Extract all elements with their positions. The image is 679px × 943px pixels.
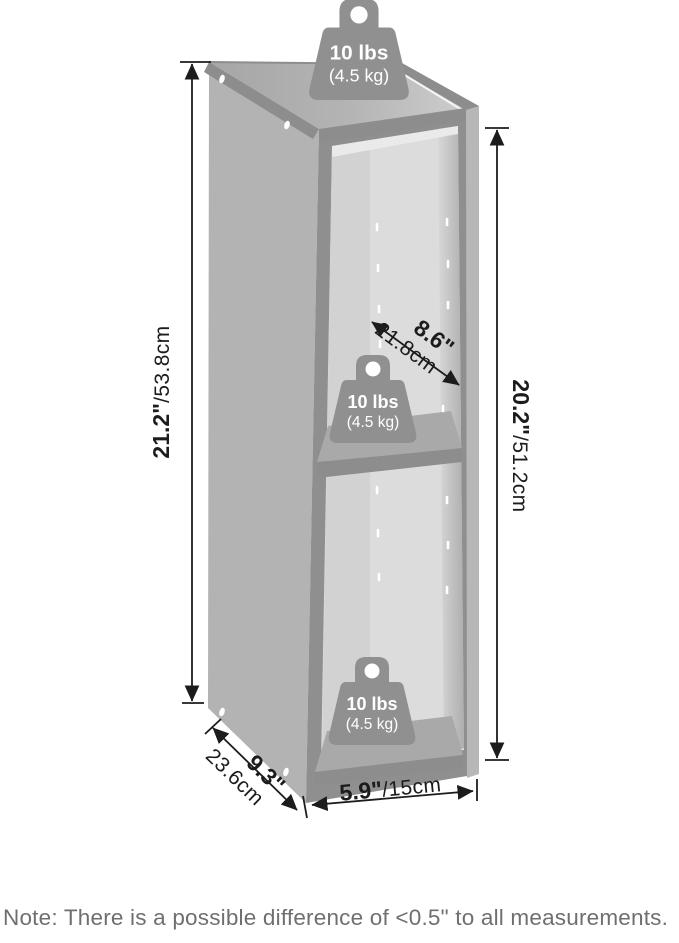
right-outer-edge <box>466 106 479 778</box>
middle-shelf-front-edge <box>317 448 462 478</box>
weight-hole <box>364 663 380 679</box>
overall-height-label: 21.2"/53.8cm <box>148 325 174 458</box>
weight-capacity-lbs: 10 lbs <box>330 42 389 65</box>
weight-capacity-kg: (4.5 kg) <box>329 66 389 86</box>
right-top-edge <box>396 63 479 112</box>
overall-width-arrow <box>311 784 474 812</box>
interior-top-strip <box>332 126 458 157</box>
weight-badge-bottom: 10 lbs (4.5 kg) <box>328 657 416 745</box>
weight-badge-top: 10 lbs (4.5 kg) <box>309 0 409 100</box>
weight-hole <box>350 6 368 24</box>
left-top-edge <box>204 62 319 139</box>
weight-capacity-kg: (4.5 kg) <box>347 414 400 431</box>
tick <box>204 718 222 735</box>
dimension-lines <box>180 61 509 819</box>
interior-height-label: 20.2"/51.2cm <box>508 379 534 512</box>
weight-capacity-kg: (4.5 kg) <box>346 716 399 733</box>
overall-width-label: 5.9"/15cm <box>338 770 442 806</box>
weight-capacity-lbs: 10 lbs <box>346 694 397 714</box>
left-side-panel <box>208 62 319 803</box>
interior-depth-arrow <box>371 321 460 386</box>
front-top-edge <box>319 110 466 143</box>
weight-hole <box>365 361 381 377</box>
bottom-shelf-front-edge <box>315 755 463 786</box>
weight-capacity-lbs: 10 lbs <box>347 392 398 412</box>
overall-depth-arrow <box>212 727 298 811</box>
tick <box>302 795 308 819</box>
measurement-note: Note: There is a possible difference of … <box>3 905 669 930</box>
cabinet <box>204 61 479 803</box>
top-edge-highlight <box>397 70 468 114</box>
